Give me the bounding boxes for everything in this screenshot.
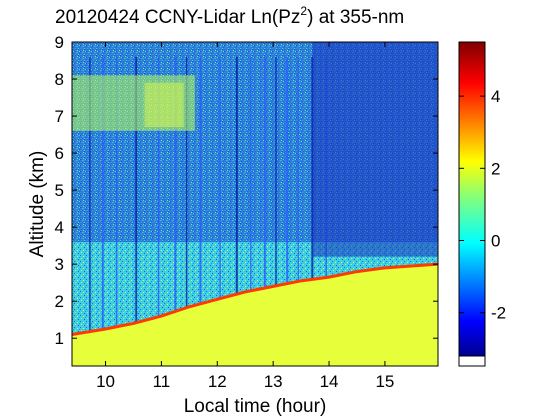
cirrus-core (144, 82, 184, 128)
y-tick-label: 8 (55, 70, 64, 89)
colorbar-white-cap (458, 355, 486, 367)
x-axis: 10 11 12 13 14 15 (96, 42, 394, 391)
colorbar-ticks: -2 0 2 4 (459, 87, 506, 323)
colorbar-tick-label: 0 (491, 232, 500, 251)
y-tick-label: 5 (55, 181, 64, 200)
plot-frame (71, 41, 439, 367)
boundary-layer-region (72, 264, 438, 366)
y-tick-label: 6 (55, 144, 64, 163)
x-axis-label: Local time (hour) (184, 396, 327, 417)
colorbar-gradient (458, 41, 486, 357)
boundary-layer-top (72, 262, 438, 337)
colorbar-tick-label: -2 (491, 304, 506, 323)
x-tick-label: 10 (96, 372, 115, 391)
y-tick-label: 2 (55, 292, 64, 311)
x-tick-label: 13 (264, 372, 283, 391)
y-axis: 1 2 3 4 5 6 7 8 9 (55, 33, 438, 348)
y-tick-label: 4 (55, 218, 64, 237)
x-tick-label: 11 (153, 372, 171, 391)
clear-sky-region (312, 42, 438, 257)
chart-title: 20120424 CCNY-Lidar Ln(Pz2) at 355-nm (55, 4, 405, 28)
y-tick-label: 3 (55, 255, 64, 274)
heatmap-image (72, 42, 438, 366)
cirrus-band (72, 75, 195, 131)
y-tick-label: 7 (55, 107, 64, 126)
y-axis-label: Altitude (km) (27, 151, 48, 258)
y-tick-label: 9 (55, 33, 64, 52)
colorbar-tick-label: 4 (491, 87, 500, 106)
y-tick-label: 1 (55, 329, 64, 348)
colorbar-tick-label: 2 (491, 159, 500, 178)
x-tick-label: 14 (320, 372, 339, 391)
colorbar: -2 0 2 4 (458, 41, 506, 367)
x-tick-label: 12 (208, 372, 227, 391)
cirrus-layer (72, 75, 195, 131)
x-tick-label: 15 (375, 372, 394, 391)
